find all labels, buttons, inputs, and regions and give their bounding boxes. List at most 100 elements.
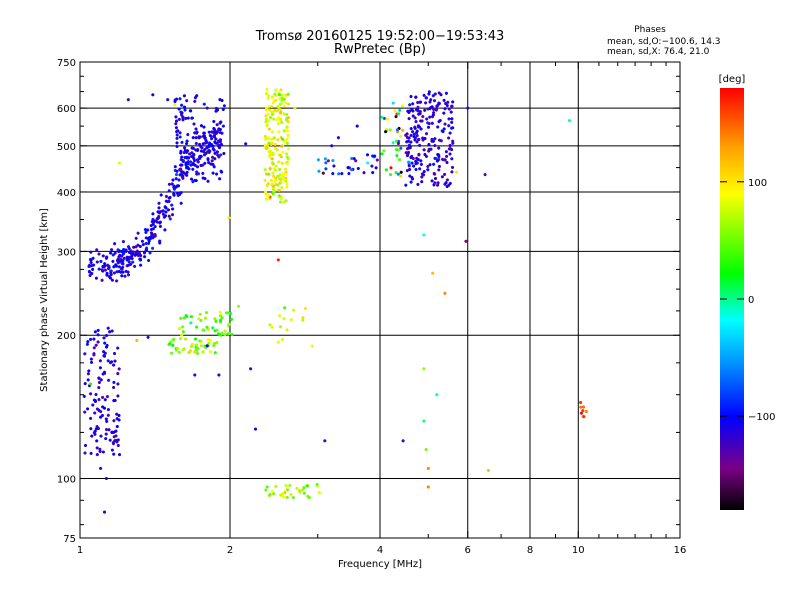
echo-point xyxy=(428,163,432,166)
echo-point xyxy=(394,115,398,118)
y-tick-label: 300 xyxy=(57,247,76,258)
echo-point xyxy=(436,181,440,184)
echo-point xyxy=(168,342,172,345)
echo-point xyxy=(115,425,119,428)
echo-point xyxy=(181,330,185,333)
echo-point xyxy=(98,359,102,362)
echo-point xyxy=(105,274,109,276)
echo-point xyxy=(426,122,430,124)
echo-point xyxy=(407,117,411,120)
echo-point xyxy=(424,102,428,104)
echo-point xyxy=(218,177,222,180)
echo-point xyxy=(196,165,199,168)
echo-point xyxy=(94,277,98,280)
echo-point xyxy=(167,183,171,186)
echo-point xyxy=(95,447,99,449)
echo-point xyxy=(150,228,153,231)
echo-point xyxy=(90,272,94,275)
echo-point xyxy=(164,214,167,217)
echo-point xyxy=(117,265,121,268)
echo-point xyxy=(116,395,120,397)
echo-point xyxy=(264,118,268,121)
grid-lines xyxy=(80,62,680,538)
echo-point xyxy=(94,393,98,396)
echo-point xyxy=(445,179,449,181)
echo-point xyxy=(204,139,208,142)
echo-point xyxy=(266,144,270,147)
echo-point xyxy=(101,255,105,257)
echo-point xyxy=(282,130,286,132)
echo-point xyxy=(191,155,195,158)
echo-point xyxy=(178,136,182,138)
echo-point xyxy=(211,172,215,174)
echo-point xyxy=(185,315,189,318)
echo-point xyxy=(96,333,100,336)
echo-point xyxy=(447,124,451,127)
echo-point xyxy=(435,393,439,396)
echo-point xyxy=(397,149,401,151)
echo-point xyxy=(408,145,412,148)
echo-point xyxy=(274,485,278,488)
echo-point xyxy=(395,128,399,131)
echo-point xyxy=(415,130,419,133)
echo-point xyxy=(579,401,583,404)
echo-point xyxy=(180,111,184,114)
echo-point xyxy=(86,408,90,410)
echo-point xyxy=(97,386,101,389)
echo-point xyxy=(448,144,452,147)
echo-point xyxy=(201,164,205,167)
axis-ticks: 1 2 4 6 8 10 16 75 100 200 300 400 500 600 750 xyxy=(57,58,686,556)
echo-point xyxy=(175,173,178,176)
echo-point xyxy=(447,137,451,139)
echo-point xyxy=(211,145,215,148)
echo-point xyxy=(212,165,216,168)
echo-point xyxy=(430,122,434,125)
echo-point xyxy=(191,168,195,171)
echo-point xyxy=(371,155,375,157)
echo-point xyxy=(451,140,455,143)
echo-point xyxy=(89,261,93,264)
echo-point xyxy=(97,398,101,401)
echo-point xyxy=(211,163,215,166)
echo-point xyxy=(285,113,289,116)
echo-point xyxy=(105,346,108,348)
echo-point xyxy=(197,172,200,175)
echo-point xyxy=(420,180,424,183)
echo-point xyxy=(410,108,414,111)
echo-point xyxy=(225,311,228,314)
echo-point xyxy=(221,125,225,127)
echo-point xyxy=(87,370,91,372)
echo-point xyxy=(212,120,216,123)
echo-point xyxy=(276,116,280,119)
echo-point xyxy=(384,168,388,171)
echo-point xyxy=(270,111,274,113)
echo-point xyxy=(161,213,165,216)
echo-point xyxy=(427,143,431,146)
echo-point xyxy=(283,491,287,494)
echo-point xyxy=(396,130,400,133)
echo-point xyxy=(321,172,325,175)
echo-point xyxy=(318,491,322,494)
echo-point xyxy=(129,252,133,255)
echo-point xyxy=(350,168,354,171)
echo-point xyxy=(281,138,285,141)
echo-point xyxy=(432,184,436,186)
echo-point xyxy=(172,338,176,341)
echo-point xyxy=(157,207,161,209)
echo-point xyxy=(187,168,191,170)
echo-point xyxy=(412,133,416,136)
echo-point xyxy=(356,167,360,170)
echo-point xyxy=(129,263,133,266)
echo-point xyxy=(270,161,274,164)
echo-point xyxy=(397,127,401,130)
echo-point xyxy=(211,148,215,150)
echo-point xyxy=(415,157,419,160)
echo-point xyxy=(194,346,198,349)
echo-point xyxy=(96,427,100,430)
echo-point xyxy=(133,265,137,268)
echo-point xyxy=(483,173,487,176)
echo-point xyxy=(128,250,132,253)
echo-point xyxy=(103,511,106,513)
echo-point xyxy=(121,262,125,265)
echo-point xyxy=(277,93,281,96)
